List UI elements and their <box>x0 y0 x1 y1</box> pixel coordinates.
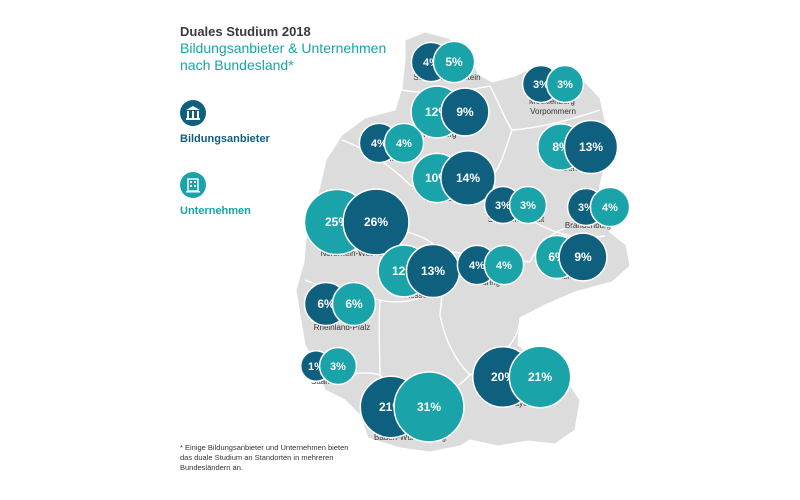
bildungsanbieter-bubble-label: 26% <box>364 215 388 229</box>
page-subtitle: Bildungsanbieter & Unternehmen nach Bund… <box>180 40 387 73</box>
institution-building-icon <box>180 100 206 126</box>
page-title: Duales Studium 2018 <box>180 24 311 39</box>
region-label: Baden-Württemberg <box>374 433 446 442</box>
bildungsanbieter-bubble <box>342 188 410 256</box>
unternehmen-bubble-label: 4% <box>396 138 412 150</box>
unternehmen-bubble-label: 21% <box>528 370 552 384</box>
unternehmen-bubble <box>589 186 631 228</box>
unternehmen-bubble-label: 4% <box>496 260 512 272</box>
legend-label-bildungsanbieter: Bildungsanbieter <box>180 133 270 145</box>
unternehmen-bubble-label: 3% <box>330 361 346 373</box>
unternehmen-bubble-label: 3% <box>557 79 573 91</box>
bildungsanbieter-bubble-label: 13% <box>421 264 445 278</box>
bildungsanbieter-bubble <box>558 232 608 282</box>
bildungsanbieter-bubble-label: 3% <box>533 79 549 91</box>
bildungsanbieter-bubble-label: 13% <box>579 140 603 154</box>
unternehmen-bubble-label: 3% <box>520 200 536 212</box>
region-label: Nordrhein-Westfalen <box>320 249 393 258</box>
unternehmen-bubble <box>508 185 548 225</box>
bildungsanbieter-bubble-label: 9% <box>574 250 592 264</box>
region-label-line: Vorpommern <box>530 107 576 116</box>
unternehmen-bubble <box>318 346 358 386</box>
unternehmen-bubble <box>483 244 525 286</box>
unternehmen-bubble <box>331 281 377 327</box>
region-label-line: Mecklenburg <box>529 97 575 106</box>
unternehmen-bubble <box>393 371 465 443</box>
unternehmen-bubble-label: 4% <box>602 202 618 214</box>
bildungsanbieter-bubble-label: 4% <box>371 138 387 150</box>
bildungsanbieter-bubble-label: 6% <box>317 297 335 311</box>
unternehmen-bubble <box>432 40 476 84</box>
region-label: Bayern <box>509 399 534 408</box>
institution-building-icon-graphic <box>186 106 200 120</box>
region-label: Berlin <box>563 164 583 173</box>
unternehmen-bubble-label: 31% <box>417 400 441 414</box>
bildungsanbieter-bubble-label: 9% <box>456 105 474 119</box>
bildungsanbieter-bubble <box>440 87 490 137</box>
bildungsanbieter-bubble <box>440 150 496 206</box>
footnote: * Einige Bildungsanbieter und Unternehme… <box>180 443 349 472</box>
region-label: Mecklenburg Vorpommern <box>529 97 577 116</box>
bildungsanbieter-bubble-label: 3% <box>495 200 511 212</box>
region-label: Thüringen <box>473 278 509 287</box>
unternehmen-bubble-label: 6% <box>345 297 363 311</box>
unternehmen-bubble <box>508 345 572 409</box>
unternehmen-bubble <box>383 122 425 164</box>
bubbles-layer: 4% 5%3% 3%12% 9%4% 4% 8% 13%10% 14%3% 3% 3% 4%25% 2… <box>299 40 631 443</box>
legend-label-unternehmen: Unternehmen <box>180 205 251 217</box>
unternehmen-bubble-label: 5% <box>445 55 463 69</box>
office-building-icon-graphic <box>186 178 200 193</box>
region-label: Rheinland-Pfalz <box>314 323 370 332</box>
unternehmen-bubble <box>545 64 585 104</box>
bildungsanbieter-bubble-label: 14% <box>456 171 480 185</box>
bildungsanbieter-bubble-label: 4% <box>469 260 485 272</box>
office-building-icon <box>180 172 206 198</box>
bildungsanbieter-bubble <box>563 119 619 175</box>
region-label: Hessen <box>404 291 431 300</box>
